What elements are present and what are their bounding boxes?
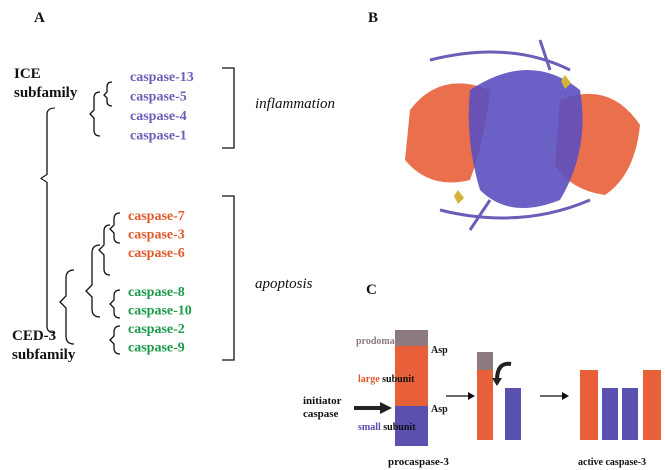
panel-label: A	[34, 10, 45, 26]
label: prodomain	[356, 336, 403, 347]
brace	[109, 289, 121, 319]
prodomain	[477, 352, 493, 370]
bracket	[222, 195, 235, 361]
bracket	[222, 67, 235, 149]
prodomain	[395, 330, 428, 346]
large-subunit	[580, 370, 598, 440]
panel-label: C	[366, 282, 377, 298]
large-subunit	[643, 370, 661, 440]
label: subunit	[382, 374, 415, 385]
panel-label: B	[368, 10, 378, 26]
caspase-name: caspase-13	[130, 70, 194, 85]
subfamily-label: subfamily	[14, 85, 78, 101]
caspase-name: caspase-2	[128, 322, 185, 337]
annotation: apoptosis	[255, 276, 313, 292]
caspase-name: caspase-8	[128, 285, 185, 300]
subfamily-label: CED-3	[12, 328, 56, 344]
brace	[85, 244, 101, 318]
caspase-name: caspase-9	[128, 341, 185, 356]
small-subunit	[395, 406, 428, 446]
caspase-name: caspase-7	[128, 209, 185, 224]
caspase-name: caspase-3	[128, 228, 185, 243]
small-subunit	[602, 388, 618, 440]
caption: active caspase-3	[578, 457, 646, 468]
arrow	[495, 361, 512, 381]
brace	[109, 325, 121, 355]
large-subunit	[395, 346, 428, 406]
label: initiator	[303, 395, 342, 407]
arrow	[380, 402, 392, 414]
caspase-name: caspase-6	[128, 246, 185, 261]
label: large	[358, 374, 380, 385]
brace	[98, 224, 111, 276]
label: subunit	[383, 422, 416, 433]
protein-structure	[405, 39, 640, 231]
brace	[89, 91, 101, 137]
arrow	[468, 392, 475, 400]
caspase-list: caspase-13 caspase-5 caspase-4 caspase-1 cas…	[128, 70, 194, 356]
arrow	[562, 392, 569, 400]
annotation: inflammation	[255, 96, 335, 112]
caption: procaspase-3	[388, 456, 449, 468]
label: small	[358, 422, 381, 433]
caspase-name: caspase-4	[130, 109, 187, 124]
caspase-name: caspase-5	[130, 90, 187, 105]
brace	[59, 269, 75, 345]
large-subunit	[477, 370, 493, 440]
brace	[103, 81, 113, 107]
arrow	[492, 378, 502, 386]
small-subunit	[622, 388, 638, 440]
caspase-name: caspase-1	[130, 129, 187, 144]
subfamily-label: subfamily	[12, 347, 76, 363]
brace	[39, 107, 56, 334]
brace	[109, 212, 121, 244]
label: large subunit	[358, 374, 415, 385]
label: caspase	[303, 408, 339, 420]
small-subunit	[505, 388, 521, 440]
subfamily-label: ICE	[14, 66, 41, 82]
caspase-name: caspase-10	[128, 304, 192, 319]
label: Asp	[431, 404, 448, 415]
label: Asp	[431, 345, 448, 356]
label: small subunit	[358, 422, 416, 433]
